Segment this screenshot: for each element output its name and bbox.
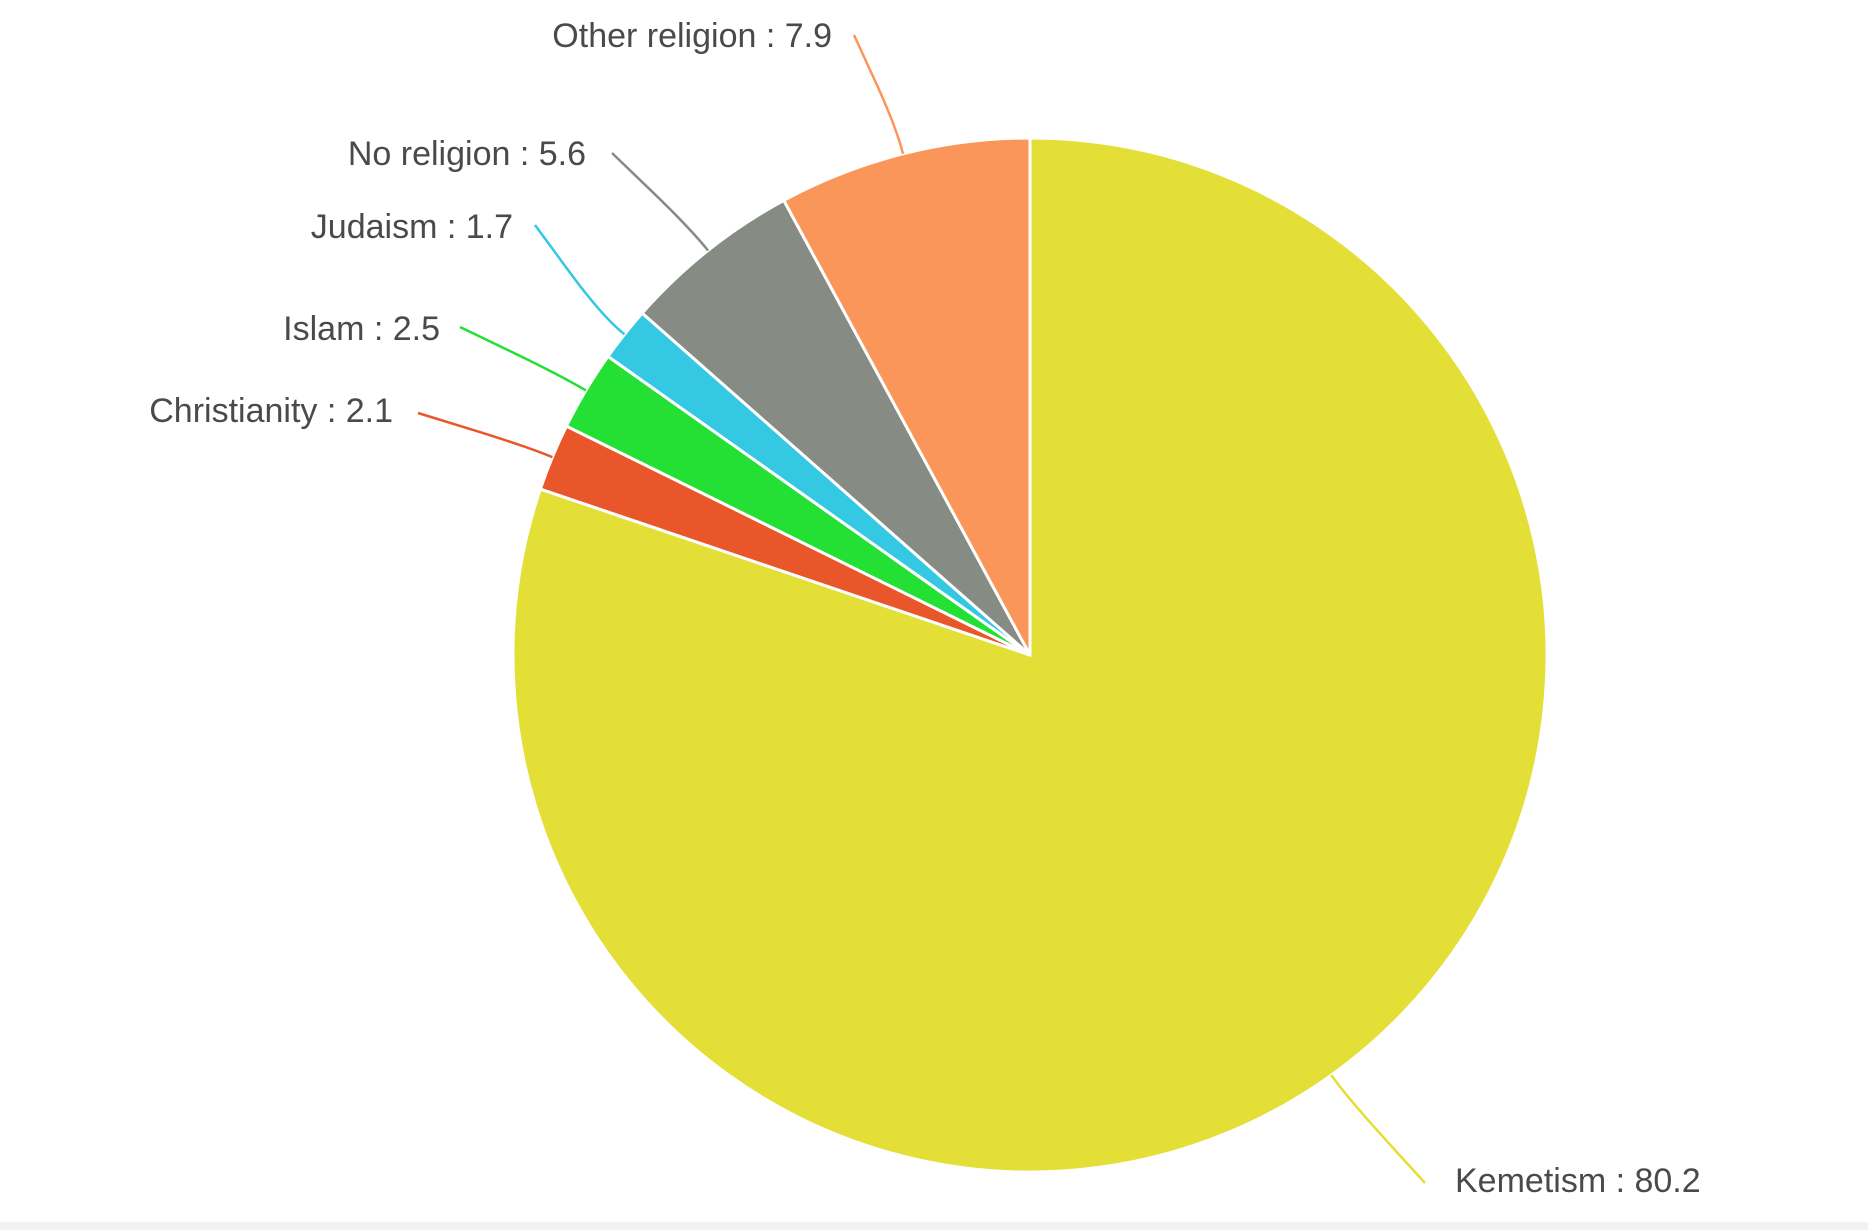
- slice-label-judaism: Judaism : 1.7: [311, 208, 513, 246]
- leader-line-judaism: [533, 224, 626, 336]
- slice-label-kemetism: Kemetism : 80.2: [1455, 1162, 1701, 1200]
- pie-slices: [511, 136, 1549, 1174]
- slice-label-no-religion: No religion : 5.6: [348, 135, 586, 173]
- page-bottom-edge: [0, 1222, 1868, 1230]
- leader-line-islam: [459, 325, 587, 392]
- slice-label-christianity: Christianity : 2.1: [149, 392, 393, 430]
- pie-leader-lines: [417, 34, 1426, 1185]
- pie-slice-no-religion[interactable]: [640, 198, 1032, 657]
- leader-line-christianity: [417, 411, 553, 459]
- slice-label-other-religion: Other religion : 7.9: [552, 17, 832, 55]
- leader-line-kemetism: [1330, 1074, 1426, 1185]
- leader-line-no-religion: [611, 152, 709, 252]
- leader-line-other-religion: [852, 34, 905, 155]
- slice-label-islam: Islam : 2.5: [283, 310, 440, 348]
- pie-labels: Kemetism : 80.2 Christianity : 2.1 Islam :…: [149, 17, 1700, 1200]
